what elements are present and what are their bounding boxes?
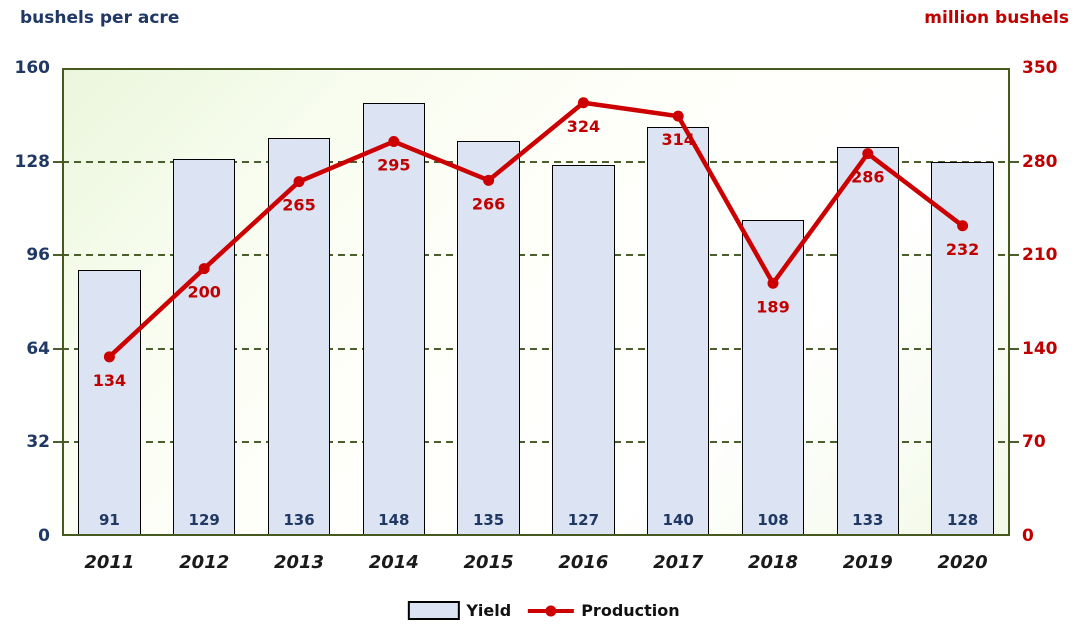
production-marker-2013: [293, 176, 305, 188]
left-axis-title: bushels per acre: [20, 8, 180, 28]
right-axis-tick-70: 70: [1022, 432, 1046, 453]
yield-legend-label: Yield: [466, 601, 512, 620]
left-axis-tick-32: 32: [26, 432, 50, 453]
production-value-label-2014: 295: [377, 156, 410, 175]
yield-bar-2014: 148: [362, 103, 426, 536]
x-axis-label-2019: 2019: [842, 552, 893, 573]
x-axis-label-2017: 2017: [653, 552, 704, 573]
gridline-128: [62, 160, 1010, 163]
production-marker-2017: [672, 110, 684, 122]
gridline-96: [62, 254, 1010, 257]
production-marker-2020: [957, 220, 969, 232]
yield-value-label-2013: 136: [283, 511, 315, 529]
plot-area: 134 200 265 295 266 324 314 189 286 232 91 129 136 1…: [53, 68, 1019, 536]
production-legend-marker: [528, 605, 575, 617]
production-value-label-2018: 189: [756, 297, 789, 316]
tick-left-96: [53, 254, 62, 257]
tick-left-32: [53, 441, 62, 444]
tick-right-64: [1010, 347, 1019, 350]
left-axis-tick-160: 160: [14, 58, 51, 78]
left-axis-tick-96: 96: [26, 245, 50, 266]
production-marker-2018: [767, 277, 779, 289]
yield-value-label-2011: 91: [98, 511, 120, 529]
yield-value-label-2014: 148: [378, 511, 410, 529]
tick-left-64: [53, 347, 62, 350]
production-value-label-2016: 324: [567, 117, 600, 136]
yield-bar-2019: 133: [836, 146, 900, 536]
x-axis-label-2018: 2018: [747, 552, 799, 573]
yield-bar-2011: 91: [78, 269, 141, 536]
production-value-label-2019: 286: [851, 168, 884, 187]
yield-bar-2018: 108: [741, 220, 805, 536]
yield-value-label-2020: 128: [946, 511, 979, 529]
production-value-label-2013: 265: [282, 196, 315, 215]
yield-bar-2017: 140: [646, 126, 710, 536]
production-marker-2014: [388, 136, 400, 148]
yield-bar-2016: 127: [552, 164, 615, 536]
production-line-series: 134 200 265 295 266 324 314 189 286 232: [93, 97, 979, 390]
tick-right-96: [1010, 254, 1019, 257]
yield-bar-2012: 129: [172, 158, 236, 536]
x-axis-label-2016: 2016: [558, 552, 609, 573]
tick-right-128: [1010, 160, 1019, 163]
legend-line-dot: [545, 605, 557, 616]
right-axis-tick-350: 350: [1022, 58, 1058, 78]
production-marker-2012: [198, 263, 210, 275]
production-value-label-2012: 200: [187, 283, 220, 302]
production-value-label-2017: 314: [661, 130, 694, 149]
production-value-label-2015: 266: [472, 194, 505, 213]
x-axis-label-2011: 2011: [84, 552, 135, 573]
left-axis-tick-128: 128: [14, 151, 51, 172]
x-axis-label-2012: 2012: [179, 552, 230, 573]
tick-right-32: [1010, 441, 1019, 444]
x-axis-label-2013: 2013: [273, 552, 325, 573]
yield-value-label-2012: 129: [188, 511, 220, 529]
yield-bar-2015: 135: [457, 141, 520, 536]
right-axis-tick-140: 140: [1022, 338, 1058, 359]
yield-value-label-2015: 135: [472, 511, 505, 529]
production-marker-2019: [862, 148, 874, 160]
yield-bar-2013: 136: [267, 138, 331, 536]
x-axis-label-2015: 2015: [463, 552, 514, 573]
right-axis-tick-280: 280: [1022, 151, 1058, 172]
right-axis-tick-0: 0: [1022, 526, 1034, 546]
production-marker-2011: [103, 351, 115, 363]
yield-value-label-2018: 108: [757, 511, 789, 529]
yield-legend-swatch: [407, 601, 460, 620]
gridline-32: [62, 441, 1010, 444]
yield-value-label-2017: 140: [662, 511, 694, 529]
x-axis-label-2014: 2014: [368, 552, 419, 573]
production-marker-2016: [577, 97, 589, 109]
right-axis-title: million bushels: [924, 8, 1069, 28]
legend: Yield Production: [407, 601, 680, 620]
right-axis-tick-210: 210: [1022, 245, 1058, 266]
production-value-label-2011: 134: [93, 371, 126, 390]
yield-value-label-2019: 133: [852, 511, 884, 529]
gridline-64: [62, 347, 1010, 350]
yield-value-label-2016: 127: [567, 511, 600, 529]
production-marker-2015: [483, 174, 495, 186]
tick-left-128: [53, 160, 62, 163]
x-axis-label-2020: 2020: [937, 552, 988, 573]
production-value-label-2020: 232: [946, 240, 979, 259]
production-legend-label: Production: [581, 601, 680, 620]
left-axis-tick-64: 64: [26, 338, 50, 359]
left-axis-tick-0: 0: [38, 526, 50, 546]
production-line: [107, 100, 964, 359]
